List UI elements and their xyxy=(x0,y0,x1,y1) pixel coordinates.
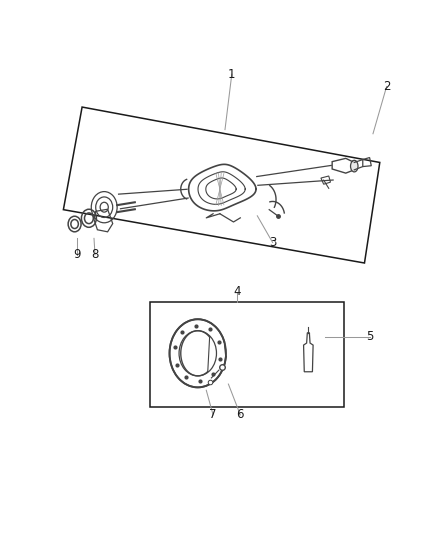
Bar xyxy=(150,302,343,407)
Text: 1: 1 xyxy=(227,68,235,80)
Ellipse shape xyxy=(350,160,357,172)
Text: 9: 9 xyxy=(73,248,81,261)
Text: 6: 6 xyxy=(236,408,244,422)
Text: 8: 8 xyxy=(91,248,99,261)
Text: 4: 4 xyxy=(233,285,240,298)
Text: 7: 7 xyxy=(209,408,216,422)
Text: 5: 5 xyxy=(365,330,372,343)
Text: 2: 2 xyxy=(382,80,389,93)
Text: 3: 3 xyxy=(268,236,276,249)
